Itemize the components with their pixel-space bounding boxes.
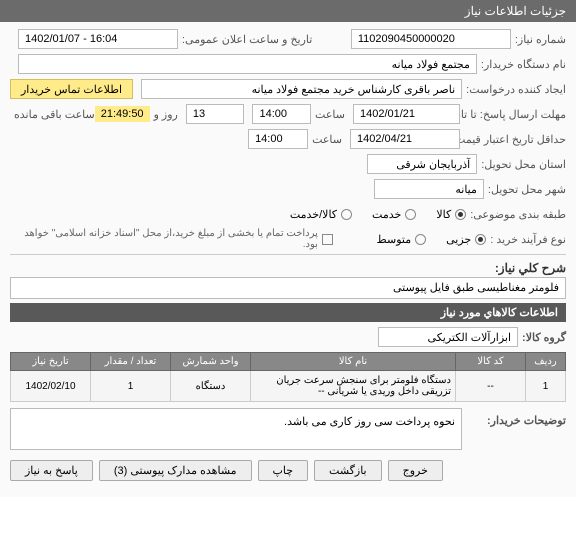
col-name: نام کالا: [251, 353, 456, 371]
city-value: میانه: [374, 179, 484, 199]
cell-unit: دستگاه: [171, 371, 251, 402]
cell-code: --: [456, 371, 526, 402]
attachments-button[interactable]: مشاهده مدارک پیوستی (3): [99, 460, 252, 481]
col-code: کد کالا: [456, 353, 526, 371]
buyer-notes-label: توضيحات خریدار:: [466, 408, 566, 427]
city-label: شهر محل تحویل:: [488, 183, 566, 196]
table-row[interactable]: 1 -- دستگاه فلومتر برای سنجش سرعت جریان …: [11, 371, 566, 402]
payment-note: پرداخت تمام یا بخشی از مبلغ خرید،از محل …: [10, 228, 318, 250]
goods-group-label: گروه کالا:: [522, 331, 566, 344]
goods-group-value: ابزارآلات الکتریکی: [378, 327, 518, 347]
back-button[interactable]: بازگشت: [314, 460, 382, 481]
pub-date-label: تاریخ و ساعت اعلان عمومی:: [182, 33, 312, 46]
buy-minor-label: جزیی: [446, 233, 471, 246]
action-bar: پاسخ به نیاز مشاهده مدارک پیوستی (3) چاپ…: [10, 460, 566, 491]
deadline-time: 14:00: [252, 104, 311, 124]
remaining-label: ساعت باقی مانده: [14, 108, 95, 121]
summary-label: شرح کلي نياز:: [10, 261, 566, 275]
buyer-org-value: مجتمع فولاد میانه: [18, 54, 477, 74]
col-unit: واحد شمارش: [171, 353, 251, 371]
buy-mid-label: متوسط: [377, 233, 412, 246]
cell-idx: 1: [526, 371, 566, 402]
subject-service-radio[interactable]: [405, 209, 416, 220]
subject-goods-radio[interactable]: [455, 209, 466, 220]
pub-date-value: 1402/01/07 - 16:04: [18, 29, 178, 49]
price-valid-date: 1402/04/21: [350, 129, 460, 149]
treasury-checkbox[interactable]: [322, 234, 333, 245]
subject-type-label: طبقه بندی موضوعی:: [470, 208, 566, 221]
price-valid-time-label: ساعت: [312, 133, 342, 146]
province-label: استان محل تحویل:: [481, 158, 566, 171]
countdown-timer: 21:49:50: [95, 106, 150, 122]
requester-label: ایجاد کننده درخواست:: [466, 83, 566, 96]
col-idx: ردیف: [526, 353, 566, 371]
goods-info-title: اطلاعات کالاهاي مورد نياز: [10, 303, 566, 322]
buyer-org-label: نام دستگاه خریدار:: [481, 58, 566, 71]
page-header: جزئیات اطلاعات نیاز: [0, 0, 576, 22]
cell-date: 1402/02/10: [11, 371, 91, 402]
contact-info-button[interactable]: اطلاعات تماس خریدار: [10, 79, 133, 99]
col-qty: تعداد / مقدار: [91, 353, 171, 371]
deadline-date: 1402/01/21: [353, 104, 460, 124]
subject-mix-radio[interactable]: [341, 209, 352, 220]
deadline-label: مهلت ارسال پاسخ: تا تاریخ:: [464, 108, 566, 121]
req-no-label: شماره نیاز:: [515, 33, 566, 46]
reply-button[interactable]: پاسخ به نیاز: [10, 460, 93, 481]
price-valid-time: 14:00: [248, 129, 308, 149]
buy-minor-radio[interactable]: [475, 234, 486, 245]
cell-name: دستگاه فلومتر برای سنجش سرعت جریان تزریق…: [251, 371, 456, 402]
buy-type-label: نوع فرآیند خرید :: [490, 233, 566, 246]
requester-value: ناصر باقری کارشناس خرید مجتمع فولاد میان…: [141, 79, 462, 99]
cell-qty: 1: [91, 371, 171, 402]
buy-mid-radio[interactable]: [415, 234, 426, 245]
col-date: تاریخ نیاز: [11, 353, 91, 371]
summary-value: فلومتر مغناطیسی طبق فایل پیوستی: [10, 277, 566, 299]
print-button[interactable]: چاپ: [258, 460, 309, 481]
table-header-row: ردیف کد کالا نام کالا واحد شمارش تعداد /…: [11, 353, 566, 371]
subject-mix-label: کالا/خدمت: [290, 208, 337, 221]
buyer-notes-text: نحوه پرداخت سی روز کاری می باشد.: [10, 408, 462, 450]
subject-goods-label: کالا: [436, 208, 451, 221]
page-title: جزئیات اطلاعات نیاز: [465, 4, 566, 18]
days-remaining: 13: [186, 104, 245, 124]
province-value: آذربایجان شرقی: [367, 154, 477, 174]
price-valid-label: حداقل تاریخ اعتبار قیمت: تا تاریخ:: [464, 133, 566, 146]
days-unit: روز و: [154, 108, 178, 121]
exit-button[interactable]: خروج: [388, 460, 443, 481]
subject-service-label: خدمت: [372, 208, 401, 221]
goods-table: ردیف کد کالا نام کالا واحد شمارش تعداد /…: [10, 352, 566, 402]
req-no-value: 1102090450000020: [351, 29, 511, 49]
deadline-time-label: ساعت: [315, 108, 345, 121]
